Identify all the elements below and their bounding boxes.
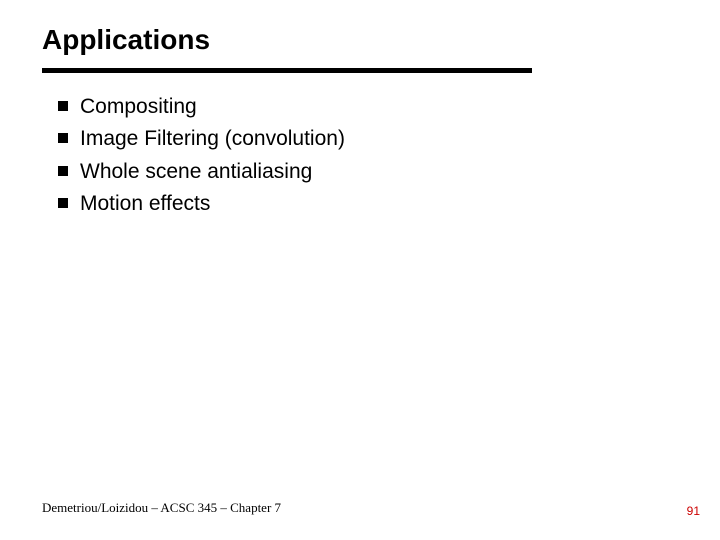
bullet-text: Image Filtering (convolution) xyxy=(80,126,345,152)
square-bullet-icon xyxy=(58,101,68,111)
slide-title: Applications xyxy=(42,24,210,56)
page-number: 91 xyxy=(687,504,700,518)
square-bullet-icon xyxy=(58,133,68,143)
title-underline xyxy=(42,68,532,73)
slide: Applications Compositing Image Filtering… xyxy=(0,0,720,540)
square-bullet-icon xyxy=(58,166,68,176)
bullet-text: Compositing xyxy=(80,94,197,120)
footer-text: Demetriou/Loizidou – ACSC 345 – Chapter … xyxy=(42,500,281,516)
bullet-text: Whole scene antialiasing xyxy=(80,159,312,185)
square-bullet-icon xyxy=(58,198,68,208)
list-item: Image Filtering (convolution) xyxy=(58,126,345,152)
list-item: Compositing xyxy=(58,94,345,120)
list-item: Motion effects xyxy=(58,191,345,217)
bullet-list: Compositing Image Filtering (convolution… xyxy=(58,94,345,223)
list-item: Whole scene antialiasing xyxy=(58,159,345,185)
bullet-text: Motion effects xyxy=(80,191,210,217)
